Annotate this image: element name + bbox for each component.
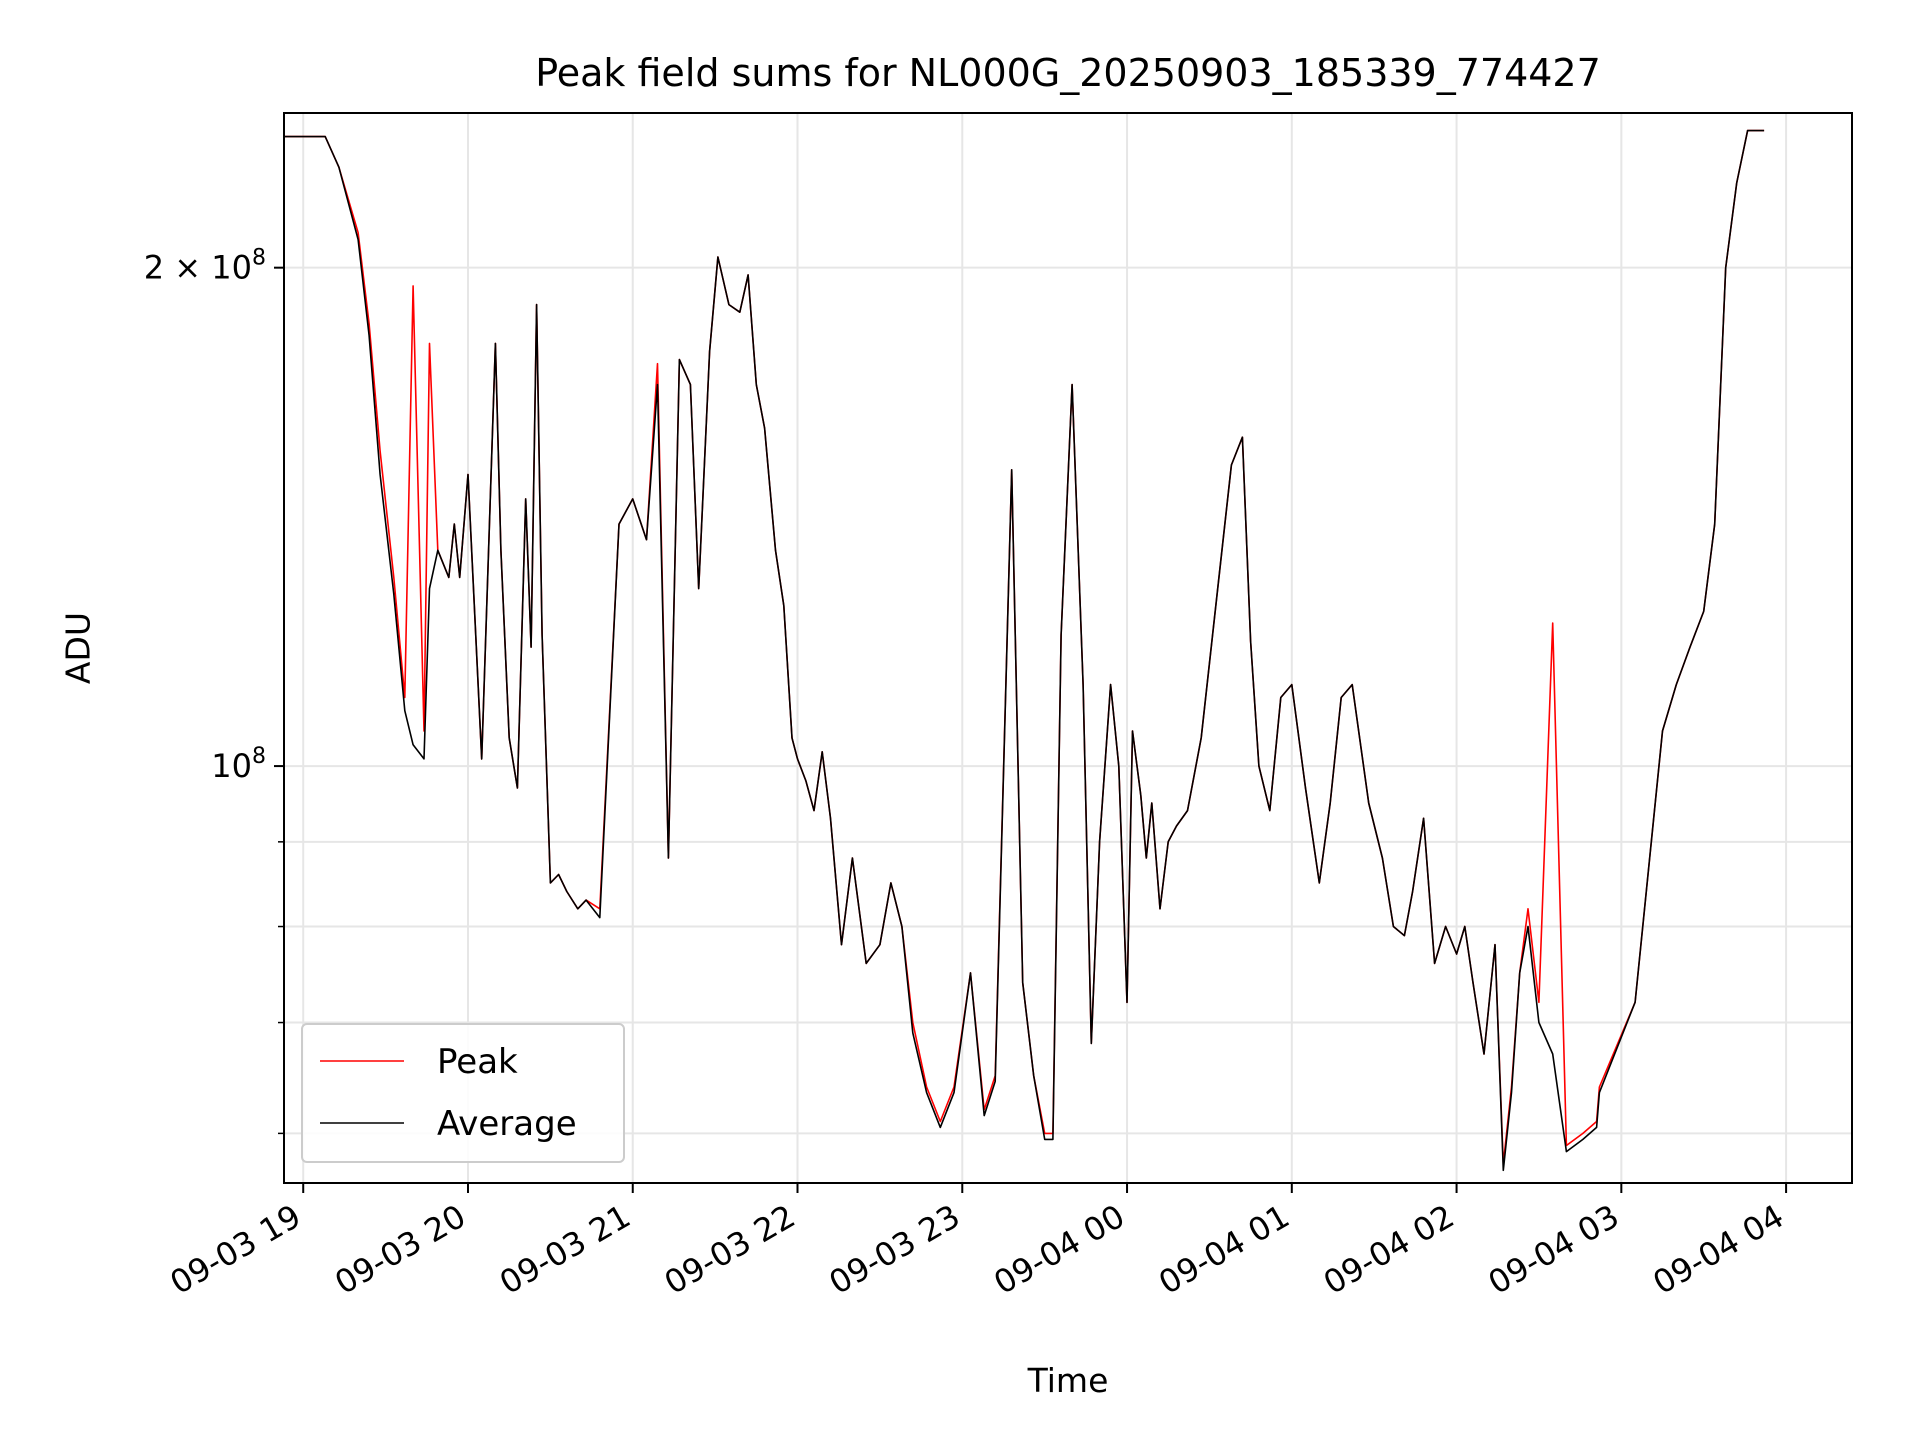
x-tick-label: 09-04 01	[1152, 1197, 1296, 1302]
chart-title: Peak field sums for NL000G_20250903_1853…	[535, 51, 1601, 95]
x-tick-label: 09-03 19	[164, 1197, 308, 1302]
y-tick-label-exponent: 8	[252, 744, 266, 769]
x-axis-label: Time	[1027, 1361, 1109, 1400]
x-tick-label: 09-04 00	[987, 1197, 1131, 1302]
y-tick-label: 2 × 108	[144, 246, 266, 287]
x-tick-label: 09-03 21	[493, 1197, 637, 1302]
x-tick-label: 09-04 03	[1482, 1197, 1626, 1302]
x-tick-label: 09-03 23	[823, 1197, 967, 1302]
x-tick-label: 09-04 04	[1646, 1197, 1790, 1302]
x-axis-ticks: 09-03 19 09-03 20 09-03 21 09-03 22 09-03 23…	[164, 1183, 1790, 1302]
x-tick-label: 09-04 02	[1317, 1197, 1461, 1302]
y-axis-label: ADU	[59, 612, 98, 684]
y-tick-label-exponent: 8	[252, 246, 266, 271]
series-line-average	[284, 129, 1765, 1172]
x-tick-label: 09-03 22	[658, 1197, 802, 1302]
legend: Peak Average	[301, 1023, 625, 1163]
legend-label-peak: Peak	[437, 1042, 518, 1082]
legend-box	[301, 1023, 625, 1163]
x-tick-label: 09-03 20	[328, 1197, 472, 1302]
legend-label-average: Average	[437, 1104, 577, 1144]
plot-area-frame	[283, 112, 1853, 1184]
series-lines	[284, 129, 1765, 1172]
grid-lines	[284, 113, 1852, 1183]
series-line-peak	[284, 129, 1765, 1165]
y-tick-label-base: 2 × 10	[144, 249, 252, 287]
y-tick-label-base: 10	[211, 747, 252, 785]
y-tick-label: 108	[211, 744, 266, 785]
